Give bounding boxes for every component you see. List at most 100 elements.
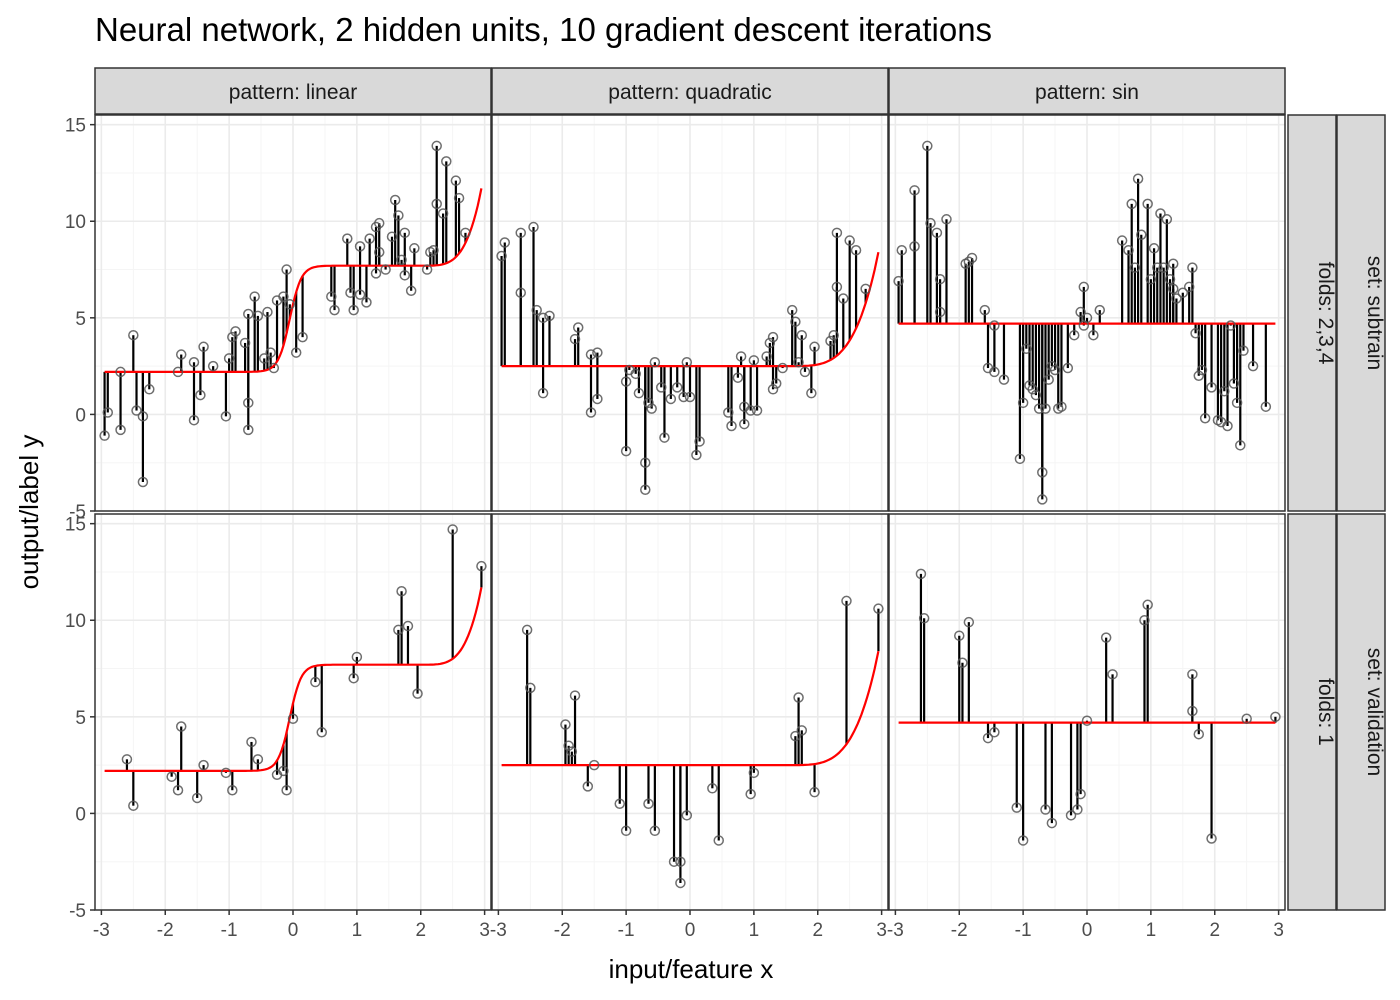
y-tick-label: 15 <box>65 515 86 536</box>
x-tick-label: 2 <box>812 920 823 941</box>
prediction-line <box>104 587 483 772</box>
data-point <box>793 357 804 368</box>
data-point <box>566 746 578 757</box>
data-point <box>732 372 744 383</box>
data-point <box>537 387 549 399</box>
data-point <box>649 357 661 368</box>
data-point <box>1049 364 1061 376</box>
data-point <box>678 391 689 403</box>
data-point <box>1199 413 1211 424</box>
data-point <box>681 810 693 821</box>
data-point <box>188 357 200 368</box>
data-point <box>691 449 702 461</box>
data-point <box>1043 374 1054 385</box>
data-point <box>402 620 414 632</box>
data-point <box>1021 343 1032 354</box>
y-tick-label: 10 <box>65 611 86 632</box>
data-point <box>723 407 734 418</box>
data-point <box>1260 401 1272 412</box>
y-tick-label: 0 <box>75 804 86 825</box>
data-point <box>447 524 458 535</box>
data-point <box>841 595 852 607</box>
data-point <box>922 140 933 152</box>
col-strip-2: pattern: sin <box>888 67 1286 115</box>
data-point <box>348 672 359 684</box>
data-point <box>262 306 273 318</box>
data-point <box>1222 420 1233 432</box>
x-tick-label: 0 <box>288 920 299 941</box>
data-point <box>646 403 657 414</box>
data-point <box>175 721 187 732</box>
data-point <box>1187 669 1198 680</box>
data-point <box>560 719 571 730</box>
data-point <box>671 382 683 393</box>
data-point <box>1155 208 1166 219</box>
data-point <box>767 384 779 395</box>
data-point <box>761 351 772 362</box>
col-strip-label: pattern: quadratic <box>608 81 771 104</box>
col-strip-1: pattern: quadratic <box>491 67 889 115</box>
data-point <box>909 241 920 252</box>
data-point <box>544 310 555 322</box>
y-tick-label: 15 <box>65 116 86 137</box>
y-tick-label: -5 <box>69 901 86 922</box>
data-point <box>239 337 251 349</box>
panel-border <box>491 114 889 512</box>
data-point <box>1100 632 1112 643</box>
data-point <box>1219 385 1230 397</box>
data-point <box>1081 312 1093 324</box>
data-point <box>592 393 603 405</box>
data-point <box>399 227 411 239</box>
data-point <box>1030 389 1042 401</box>
data-point <box>175 349 187 360</box>
data-point <box>259 353 270 364</box>
x-tick-label: 2 <box>1209 920 1220 941</box>
data-point <box>195 389 206 401</box>
data-point <box>1062 362 1074 374</box>
data-point <box>121 754 133 765</box>
data-point <box>844 235 855 246</box>
data-point <box>989 366 1000 378</box>
data-point <box>354 289 366 300</box>
col-strip-label: pattern: sin <box>1035 81 1139 104</box>
data-point <box>1075 788 1086 800</box>
data-point <box>982 732 994 744</box>
data-point <box>380 264 391 275</box>
data-point <box>1158 262 1169 273</box>
x-tick-label: 2 <box>415 920 426 941</box>
panel-border <box>94 114 492 512</box>
data-point <box>396 254 407 266</box>
data-point <box>399 270 411 281</box>
x-tick-label: 0 <box>1082 920 1093 941</box>
data-point <box>1145 273 1157 285</box>
data-point <box>537 312 549 324</box>
row-strip-folds-bg <box>1287 513 1337 911</box>
data-point <box>777 362 788 374</box>
data-point <box>386 231 398 242</box>
x-tick-label: 1 <box>1146 920 1157 941</box>
data-point <box>1241 713 1252 725</box>
data-point <box>748 355 760 366</box>
data-point <box>1171 293 1182 304</box>
data-point <box>1037 467 1048 478</box>
x-tick-label: -3 <box>887 920 904 941</box>
data-point <box>1193 370 1205 382</box>
data-point <box>620 825 632 837</box>
data-point <box>931 227 943 239</box>
data-point <box>838 293 849 304</box>
panel-quadratic-validation <box>491 513 889 911</box>
data-point <box>790 730 801 742</box>
data-point <box>681 357 693 368</box>
data-point <box>582 781 594 792</box>
data-point <box>640 484 651 496</box>
data-point <box>287 713 299 725</box>
data-point <box>450 175 462 186</box>
data-point <box>246 736 257 748</box>
data-point <box>825 335 836 347</box>
data-point <box>1075 306 1086 318</box>
data-point <box>1132 173 1144 184</box>
row-strip-folds-bg <box>1287 114 1337 512</box>
data-point <box>329 304 340 316</box>
data-point <box>531 304 542 316</box>
